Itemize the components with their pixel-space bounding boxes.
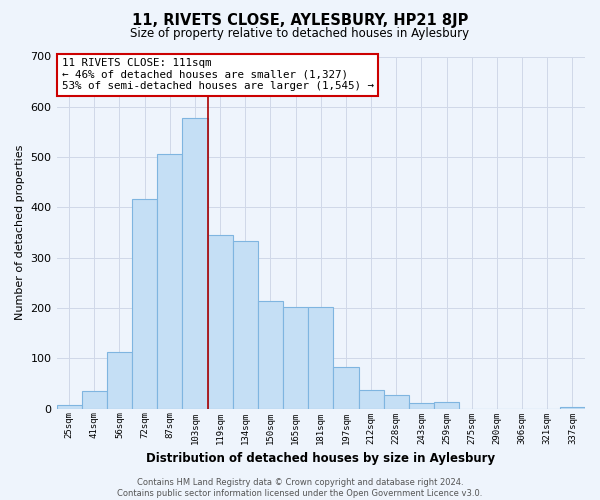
Bar: [56, 404, 82, 408]
Text: Size of property relative to detached houses in Aylesbury: Size of property relative to detached ho…: [130, 28, 470, 40]
Bar: [434, 402, 459, 408]
Bar: [182, 118, 208, 408]
Bar: [157, 154, 182, 408]
Bar: [132, 200, 157, 408]
Bar: [283, 307, 308, 408]
Bar: [560, 407, 585, 408]
Bar: [82, 391, 107, 408]
Bar: [233, 241, 258, 408]
Bar: [107, 352, 132, 408]
Bar: [383, 395, 409, 408]
Bar: [359, 390, 383, 408]
Bar: [334, 368, 359, 408]
Text: Contains HM Land Registry data © Crown copyright and database right 2024.
Contai: Contains HM Land Registry data © Crown c…: [118, 478, 482, 498]
X-axis label: Distribution of detached houses by size in Aylesbury: Distribution of detached houses by size …: [146, 452, 496, 465]
Text: 11 RIVETS CLOSE: 111sqm
← 46% of detached houses are smaller (1,327)
53% of semi: 11 RIVETS CLOSE: 111sqm ← 46% of detache…: [62, 58, 374, 92]
Bar: [409, 402, 434, 408]
Text: 11, RIVETS CLOSE, AYLESBURY, HP21 8JP: 11, RIVETS CLOSE, AYLESBURY, HP21 8JP: [132, 12, 468, 28]
Bar: [308, 307, 334, 408]
Bar: [208, 235, 233, 408]
Bar: [258, 302, 283, 408]
Y-axis label: Number of detached properties: Number of detached properties: [15, 145, 25, 320]
